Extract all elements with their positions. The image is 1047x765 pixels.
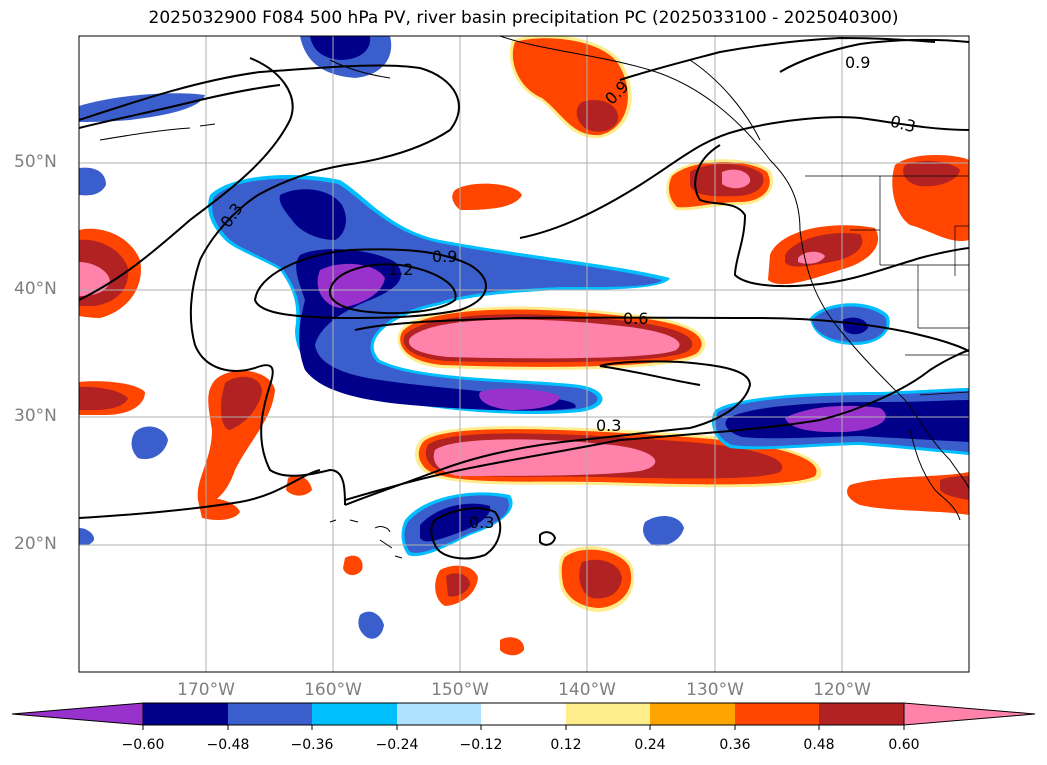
lat-tick-label: 50°N bbox=[14, 152, 57, 172]
colorbar-tick-label: 0.48 bbox=[803, 737, 835, 753]
pv-contour-label: 1.2 bbox=[388, 260, 413, 279]
colorbar-tick-label: 0.12 bbox=[550, 737, 582, 753]
page-title: 2025032900 F084 500 hPa PV, river basin … bbox=[148, 8, 899, 28]
lat-tick-label: 20°N bbox=[14, 534, 57, 554]
colorbar-tick-label: −0.36 bbox=[290, 737, 334, 753]
pv-contour-line bbox=[619, 36, 969, 81]
pv-contour-line bbox=[328, 263, 457, 315]
colorbar-tick-label: −0.60 bbox=[121, 737, 165, 753]
lon-tick-label: 170°W bbox=[177, 680, 235, 700]
lon-tick-label: 160°W bbox=[304, 680, 362, 700]
lat-tick-label: 40°N bbox=[14, 279, 57, 299]
colorbar-tick-label: −0.12 bbox=[459, 737, 503, 753]
lon-tick-label: 120°W bbox=[813, 680, 871, 700]
map-frame bbox=[78, 35, 970, 673]
pv-contour-line bbox=[694, 144, 969, 288]
colorbar-segment bbox=[735, 703, 819, 725]
precip-negative-blob bbox=[79, 167, 106, 196]
pv-contour-label: 0.6 bbox=[623, 309, 648, 328]
pv-contour-label: 0.3 bbox=[469, 513, 494, 532]
colorbar-tick-label: −0.48 bbox=[206, 737, 250, 753]
colorbar-segment bbox=[566, 703, 650, 725]
pv-contour-label: 0.9 bbox=[845, 53, 870, 72]
colorbar-segment bbox=[143, 703, 228, 725]
colorbar-segment bbox=[312, 703, 397, 725]
pv-contour-label: 0.3 bbox=[596, 416, 621, 435]
colorbar-segment bbox=[397, 703, 481, 725]
precip-positive-blob bbox=[500, 637, 525, 656]
colorbar-tick-label: −0.24 bbox=[375, 737, 419, 753]
colorbar-tick-label: 0.24 bbox=[634, 737, 666, 753]
map-area: 0.3 1.2 0.9 0.6 0.3 0.3 0.9 0.9 0.3 bbox=[79, 36, 969, 672]
pv-contour-label: 0.9 bbox=[432, 247, 457, 266]
precip-positive-blob bbox=[452, 183, 522, 210]
colorbar-segment bbox=[481, 703, 566, 725]
gridlines bbox=[79, 36, 969, 672]
lon-tick-label: 150°W bbox=[431, 680, 489, 700]
pv-contour-line bbox=[519, 116, 969, 239]
colorbar-extend-high bbox=[903, 702, 1036, 726]
pv-contour-line bbox=[79, 64, 460, 506]
pv-contour-line bbox=[354, 316, 969, 353]
lon-tick-label: 140°W bbox=[558, 680, 616, 700]
precip-negative-blob bbox=[79, 93, 205, 122]
precip-positive-blob bbox=[343, 555, 363, 576]
precip-negative-blob bbox=[643, 516, 684, 546]
lon-tick-label: 130°W bbox=[686, 680, 744, 700]
pv-contour-line bbox=[430, 507, 502, 560]
pv-contour-line bbox=[79, 57, 294, 301]
precip-negative-blob bbox=[79, 528, 95, 546]
colorbar-segment bbox=[819, 703, 904, 725]
pv-contour-line bbox=[79, 349, 969, 519]
lat-tick-label: 30°N bbox=[14, 406, 57, 426]
colorbar-segment bbox=[228, 703, 312, 725]
pv-contour-line bbox=[344, 360, 752, 506]
precip-negative-blob bbox=[358, 611, 384, 639]
precip-positive-blob bbox=[847, 472, 969, 515]
colorbar-segment bbox=[650, 703, 735, 725]
precip-shading bbox=[79, 36, 969, 656]
precip-positive-blob bbox=[286, 475, 312, 496]
colorbar bbox=[11, 702, 1036, 730]
pv-contours bbox=[79, 36, 969, 560]
precip-negative-blob bbox=[131, 426, 168, 460]
colorbar-tick-label: 0.60 bbox=[888, 737, 920, 753]
colorbar-tick-label: 0.36 bbox=[719, 737, 751, 753]
pv-contour-line bbox=[253, 248, 487, 320]
colorbar-extend-low bbox=[11, 702, 144, 726]
